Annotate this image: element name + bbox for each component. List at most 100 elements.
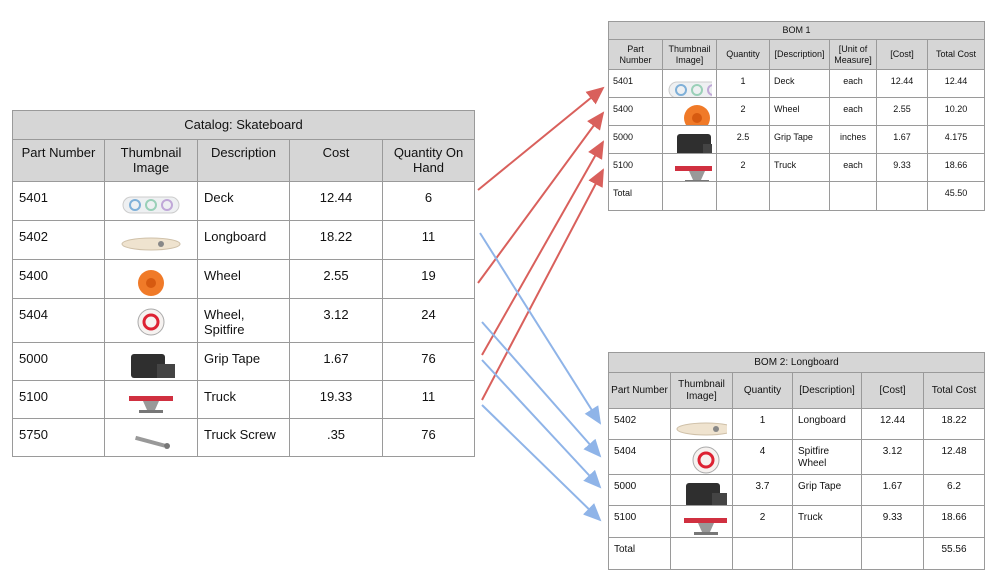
table-cell-text: .35 xyxy=(326,427,346,442)
table-cell-text: 24 xyxy=(421,307,436,322)
total-cell: Total xyxy=(608,181,663,211)
table-cell-text: 5402 xyxy=(19,229,48,244)
table-cell: 5404 xyxy=(12,298,105,343)
table-cell: 12.44 xyxy=(861,408,924,440)
table-cell: Longboard xyxy=(792,408,862,440)
table-cell-text: 9.33 xyxy=(893,160,911,170)
table-cell-text: 5400 xyxy=(19,268,48,283)
table-cell-text: 5750 xyxy=(19,427,48,442)
column-header-text: Quantity On Hand xyxy=(393,145,464,175)
table-cell-text: 11 xyxy=(421,229,436,244)
table-cell: 2 xyxy=(716,97,770,126)
table-cell-text: inches xyxy=(839,132,866,142)
table-cell: 3.7 xyxy=(732,474,793,506)
column-header-text: [Description] xyxy=(774,49,825,60)
column-header: Part Number xyxy=(12,139,105,182)
table-cell-text: each xyxy=(843,76,863,86)
thumbnail xyxy=(129,396,173,413)
table-cell-text: Wheel xyxy=(774,104,800,114)
table-cell: 2.55 xyxy=(289,259,383,299)
table-cell-text: 1 xyxy=(740,76,746,86)
table-cell: inches xyxy=(829,125,877,154)
table-cell: 1.67 xyxy=(289,342,383,381)
table-cell: .35 xyxy=(289,418,383,457)
table-cell: 11 xyxy=(382,380,475,419)
column-header-text: Part Number xyxy=(611,384,668,396)
column-header: Total Cost xyxy=(923,372,985,409)
table-cell-text: 4.175 xyxy=(944,132,968,142)
table-cell-text: 1.67 xyxy=(882,481,903,492)
table-cell: 1.67 xyxy=(861,474,924,506)
table-cell: 1 xyxy=(716,69,770,98)
table-cell: 12.44 xyxy=(876,69,928,98)
table-cell-text: 5100 xyxy=(614,512,637,523)
column-header: Part Number xyxy=(608,39,663,70)
column-header: [Description] xyxy=(792,372,862,409)
column-header-text: Description xyxy=(210,145,277,160)
table-cell-text: 12.44 xyxy=(890,76,914,86)
table-cell: 1.67 xyxy=(876,125,928,154)
table-cell-text: 3.12 xyxy=(882,446,903,457)
table-cell: 18.22 xyxy=(289,220,383,260)
column-header: Quantity xyxy=(716,39,770,70)
table-cell-text: Deck xyxy=(204,190,234,205)
table-cell-text: 18.66 xyxy=(941,512,967,523)
table-cell-text: Wheel, Spitfire xyxy=(204,307,245,337)
table-cell: 18.66 xyxy=(923,505,985,538)
blue-arrows xyxy=(479,232,602,522)
table-cell xyxy=(662,125,717,154)
column-header: Quantity xyxy=(732,372,793,409)
total-cell-text: Total xyxy=(613,188,633,198)
table-cell xyxy=(670,505,733,538)
table-title-text: Catalog: Skateboard xyxy=(184,116,303,132)
table-cell-text: Truck Screw xyxy=(204,427,276,442)
table-cell-text: 12.44 xyxy=(944,76,968,86)
total-cell xyxy=(662,181,717,211)
table-cell: 5404 xyxy=(608,439,671,475)
table-cell: each xyxy=(829,69,877,98)
column-header: Thumbnail Image] xyxy=(662,39,717,70)
column-header-text: [Cost] xyxy=(879,384,906,396)
table-cell: each xyxy=(829,153,877,182)
table-cell-text: Truck xyxy=(204,389,237,404)
thumbnail xyxy=(131,354,175,378)
table-cell: 5400 xyxy=(12,259,105,299)
total-cell: 45.50 xyxy=(927,181,985,211)
table-cell: 4 xyxy=(732,439,793,475)
table-cell-text: 5404 xyxy=(19,307,48,322)
table-cell-text: each xyxy=(843,160,863,170)
table-cell: 2 xyxy=(732,505,793,538)
table-cell: 5000 xyxy=(12,342,105,381)
table-cell: 5401 xyxy=(12,181,105,221)
table-cell-text: 5402 xyxy=(614,415,637,426)
table-cell-text: 12.44 xyxy=(319,190,353,205)
table-cell: 3.12 xyxy=(289,298,383,343)
total-cell: Total xyxy=(608,537,671,570)
table-cell: 9.33 xyxy=(876,153,928,182)
table-cell-text: 5400 xyxy=(613,104,634,114)
table-cell: Grip Tape xyxy=(769,125,830,154)
thumbnail xyxy=(668,81,712,97)
table-cell: Wheel xyxy=(769,97,830,126)
column-header-text: [Unit of Measure] xyxy=(834,44,872,65)
table-cell-text: 5000 xyxy=(19,351,48,366)
table-cell-text: 6 xyxy=(424,190,433,205)
table-cell-text: 5000 xyxy=(614,481,637,492)
total-cell-text: 55.56 xyxy=(941,544,967,555)
total-cell xyxy=(769,181,830,211)
table-cell-text: Longboard xyxy=(204,229,267,244)
table-cell-text: 5100 xyxy=(19,389,48,404)
table-cell: 2 xyxy=(716,153,770,182)
table-cell-text: 5401 xyxy=(19,190,48,205)
table-cell-text: 11 xyxy=(421,389,436,404)
table-cell-text: 1.67 xyxy=(323,351,349,366)
table-cell-text: 76 xyxy=(421,351,436,366)
table-cell-text: 5404 xyxy=(614,446,637,457)
table-cell: Truck Screw xyxy=(197,418,290,457)
table-cell-text: 9.33 xyxy=(882,512,903,523)
table-cell-text: 2 xyxy=(740,160,746,170)
table-cell xyxy=(104,220,198,260)
table-cell-text: 4 xyxy=(759,446,766,457)
table-cell xyxy=(662,153,717,182)
